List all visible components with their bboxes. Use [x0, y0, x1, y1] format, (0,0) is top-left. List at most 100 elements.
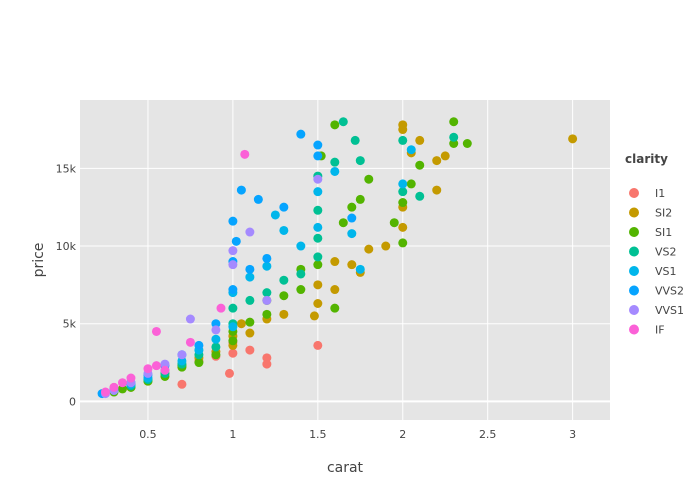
data-point [262, 288, 272, 298]
data-point [262, 353, 272, 363]
data-point [262, 295, 272, 305]
data-point [228, 303, 238, 313]
data-points [97, 117, 578, 399]
legend-marker[interactable] [629, 266, 639, 276]
data-point [228, 216, 238, 226]
data-point [160, 365, 170, 375]
legend-marker[interactable] [629, 324, 639, 335]
data-point [398, 120, 408, 130]
data-point [216, 303, 226, 313]
data-point [160, 359, 170, 369]
data-point [449, 132, 459, 142]
data-point [194, 358, 204, 368]
data-point [126, 373, 136, 383]
data-point [151, 361, 161, 371]
data-point [279, 202, 289, 212]
data-point [185, 314, 195, 324]
data-point [389, 218, 399, 228]
data-point [245, 328, 255, 338]
data-point [330, 303, 340, 313]
x-tick-label: 0.5 [139, 428, 157, 441]
data-point [313, 340, 323, 350]
data-point [211, 334, 221, 344]
data-point [398, 238, 408, 248]
data-point [330, 285, 340, 295]
data-point [143, 364, 153, 374]
data-point [151, 326, 161, 336]
legend-label[interactable]: VVS1 [655, 304, 684, 317]
data-point [330, 166, 340, 176]
data-point [296, 241, 306, 251]
data-point [347, 260, 357, 270]
legend[interactable]: clarity I1 SI2 SI1 VS2 VS1 VVS2 VVS1 IF [625, 152, 684, 337]
data-point [117, 378, 127, 388]
data-point [347, 229, 357, 239]
data-point [228, 322, 238, 332]
data-point [245, 317, 255, 327]
legend-marker[interactable] [629, 227, 639, 237]
data-point [194, 340, 204, 350]
legend-label[interactable]: VVS2 [655, 285, 684, 298]
legend-label[interactable]: VS1 [655, 265, 677, 278]
data-point [449, 117, 459, 127]
data-point [253, 194, 263, 204]
legend-marker[interactable] [629, 285, 639, 296]
legend-title: clarity [625, 152, 668, 166]
data-point [100, 387, 110, 397]
data-point [381, 241, 391, 251]
y-tick-label: 0 [69, 395, 76, 408]
data-point [338, 117, 348, 127]
legend-marker[interactable] [629, 207, 639, 218]
x-tick-label: 1.5 [309, 428, 327, 441]
data-point [313, 280, 323, 290]
legend-label[interactable]: IF [655, 324, 665, 337]
x-tick-label: 3 [569, 428, 576, 441]
data-point [211, 350, 221, 360]
data-point [211, 325, 221, 335]
data-point [211, 319, 221, 329]
data-point [313, 205, 323, 215]
legend-marker[interactable] [629, 188, 639, 198]
data-point [398, 135, 408, 145]
data-point [228, 246, 238, 256]
data-point [231, 236, 241, 246]
data-point [355, 194, 365, 204]
data-point [228, 260, 238, 270]
x-tick-label: 1 [229, 428, 236, 441]
data-point [398, 187, 408, 197]
data-point [313, 187, 323, 197]
legend-marker[interactable] [629, 305, 639, 315]
data-point [406, 179, 416, 189]
data-point [432, 156, 442, 166]
data-point [398, 179, 408, 189]
legend-label[interactable]: VS2 [655, 246, 677, 259]
data-point [279, 275, 289, 285]
y-tick-labels: 0 5k 10k 15k [56, 162, 77, 408]
data-point [262, 309, 272, 319]
data-point [279, 309, 289, 319]
legend-label[interactable]: I1 [655, 187, 665, 200]
data-point [432, 185, 442, 195]
data-point [415, 135, 425, 145]
data-point [449, 138, 459, 148]
data-point [462, 138, 472, 148]
data-point [279, 225, 289, 235]
x-tick-label: 2.5 [479, 428, 497, 441]
data-point [364, 174, 374, 184]
data-point [406, 145, 416, 155]
data-point [262, 261, 272, 271]
data-point [313, 260, 323, 270]
data-point [177, 350, 187, 360]
data-point [117, 384, 127, 394]
data-point [415, 160, 425, 170]
plot-background [80, 100, 610, 420]
legend-label[interactable]: SI2 [655, 207, 672, 220]
data-point [279, 291, 289, 301]
data-point [270, 210, 280, 220]
data-point [296, 285, 306, 295]
data-point [240, 149, 250, 159]
legend-marker[interactable] [629, 246, 639, 257]
legend-label[interactable]: SI1 [655, 226, 672, 239]
data-point [347, 213, 357, 223]
data-point [296, 269, 306, 279]
